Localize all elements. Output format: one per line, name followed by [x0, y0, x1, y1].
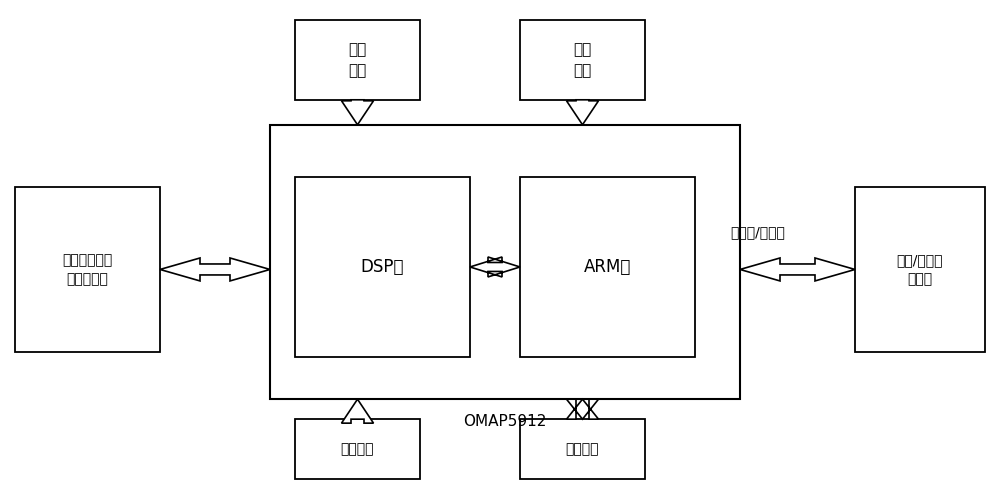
Text: 存储模块: 存储模块 — [566, 442, 599, 456]
Polygon shape — [341, 100, 374, 125]
Text: ARM核: ARM核 — [584, 258, 631, 276]
Bar — [520, 177, 695, 357]
Bar — [520, 20, 645, 100]
Text: 以太网/无线网: 以太网/无线网 — [731, 225, 785, 239]
Text: 复位
模块: 复位 模块 — [348, 42, 367, 78]
Bar — [295, 177, 470, 357]
Bar — [520, 419, 645, 479]
Text: DSP核: DSP核 — [361, 258, 404, 276]
Bar — [295, 20, 420, 100]
Bar — [15, 187, 160, 352]
Polygon shape — [470, 257, 520, 277]
Bar — [855, 187, 985, 352]
Polygon shape — [740, 258, 855, 281]
Text: 麦克风阵列数
据采集模块: 麦克风阵列数 据采集模块 — [62, 252, 113, 286]
Polygon shape — [160, 258, 270, 281]
Bar — [295, 419, 420, 479]
Bar — [270, 125, 740, 399]
Text: 云端/本地识
别系统: 云端/本地识 别系统 — [897, 252, 943, 286]
Text: 控键
模块: 控键 模块 — [573, 42, 592, 78]
Polygon shape — [341, 399, 374, 423]
Polygon shape — [566, 399, 598, 419]
Text: 电源模块: 电源模块 — [341, 442, 374, 456]
Polygon shape — [566, 100, 598, 125]
Text: OMAP5912: OMAP5912 — [463, 414, 547, 429]
